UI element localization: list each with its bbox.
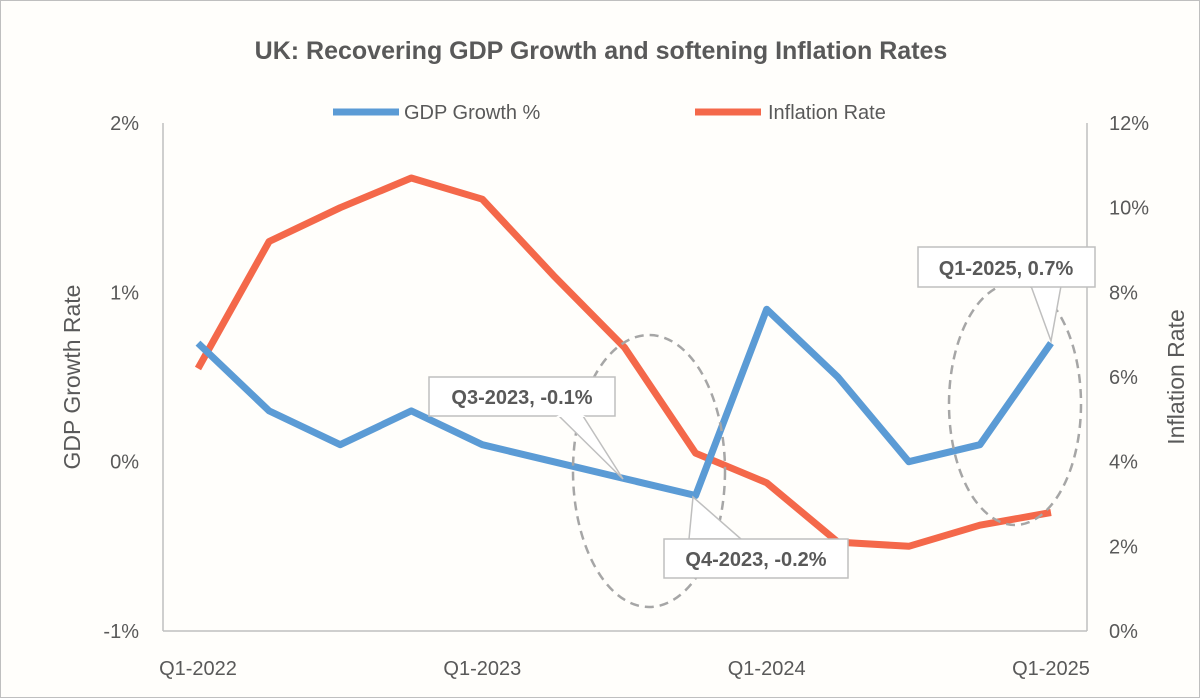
right-tick-label: 8% — [1109, 282, 1138, 304]
highlight-ellipse-q3-q4-2023 — [571, 333, 727, 609]
highlight-ellipse-q1-2025 — [947, 281, 1083, 527]
x-tick-label: Q1-2024 — [728, 658, 806, 680]
right-tick-label: 6% — [1109, 367, 1138, 389]
legend-label-inflation: Inflation Rate — [768, 102, 886, 124]
left-tick-label: 1% — [110, 282, 139, 304]
callout-joint-q3-2023 — [556, 415, 586, 417]
callout-label-q3-2023: Q3-2023, -0.1% — [451, 387, 592, 409]
callouts: Q3-2023, -0.1% Q4-2023, -0.2% Q1-2025, 0… — [428, 246, 1096, 579]
callout-box-q1-2025 — [917, 246, 1096, 288]
legend-label-gdp: GDP Growth % — [404, 102, 541, 124]
right-axis-ticks: 0% 2% 4% 6% 8% 10% 12% — [1109, 113, 1149, 643]
left-axis-ticks: -1% 0% 1% 2% — [103, 113, 139, 643]
left-tick-label: -1% — [103, 621, 139, 643]
chart-title: UK: Recovering GDP Growth and softening … — [255, 37, 948, 65]
axes — [162, 123, 1088, 632]
series-line-gdp-growth — [195, 305, 1054, 499]
right-tick-label: 0% — [1109, 621, 1138, 643]
x-tick-label: Q1-2022 — [159, 658, 237, 680]
callout-pointer-q4-2023 — [688, 495, 743, 540]
callout-label-q1-2025: Q1-2025, 0.7% — [939, 258, 1074, 280]
series-line-inflation-rate — [194, 174, 1052, 550]
highlight-ellipses — [571, 281, 1083, 609]
left-axis-title: GDP Growth Rate — [59, 285, 85, 470]
x-tick-label: Q1-2023 — [443, 658, 521, 680]
callout-box-q4-2023 — [663, 538, 849, 579]
x-tick-label: Q1-2025 — [1012, 658, 1090, 680]
left-tick-label: 0% — [110, 452, 139, 474]
right-tick-label: 4% — [1109, 452, 1138, 474]
callout-pointer-q1-2025 — [1029, 285, 1062, 344]
right-tick-label: 2% — [1109, 536, 1138, 558]
right-tick-label: 12% — [1109, 113, 1149, 135]
right-axis-title: Inflation Rate — [1163, 309, 1189, 445]
callout-box-q3-2023 — [428, 376, 616, 417]
legend: GDP Growth % Inflation Rate — [333, 102, 886, 124]
left-tick-label: 2% — [110, 113, 139, 135]
series-layer — [194, 174, 1054, 550]
right-tick-label: 10% — [1109, 198, 1149, 220]
callout-label-q4-2023: Q4-2023, -0.2% — [685, 549, 826, 571]
x-axis-ticks: Q1-2022 Q1-2023 Q1-2024 Q1-2025 — [159, 658, 1090, 680]
